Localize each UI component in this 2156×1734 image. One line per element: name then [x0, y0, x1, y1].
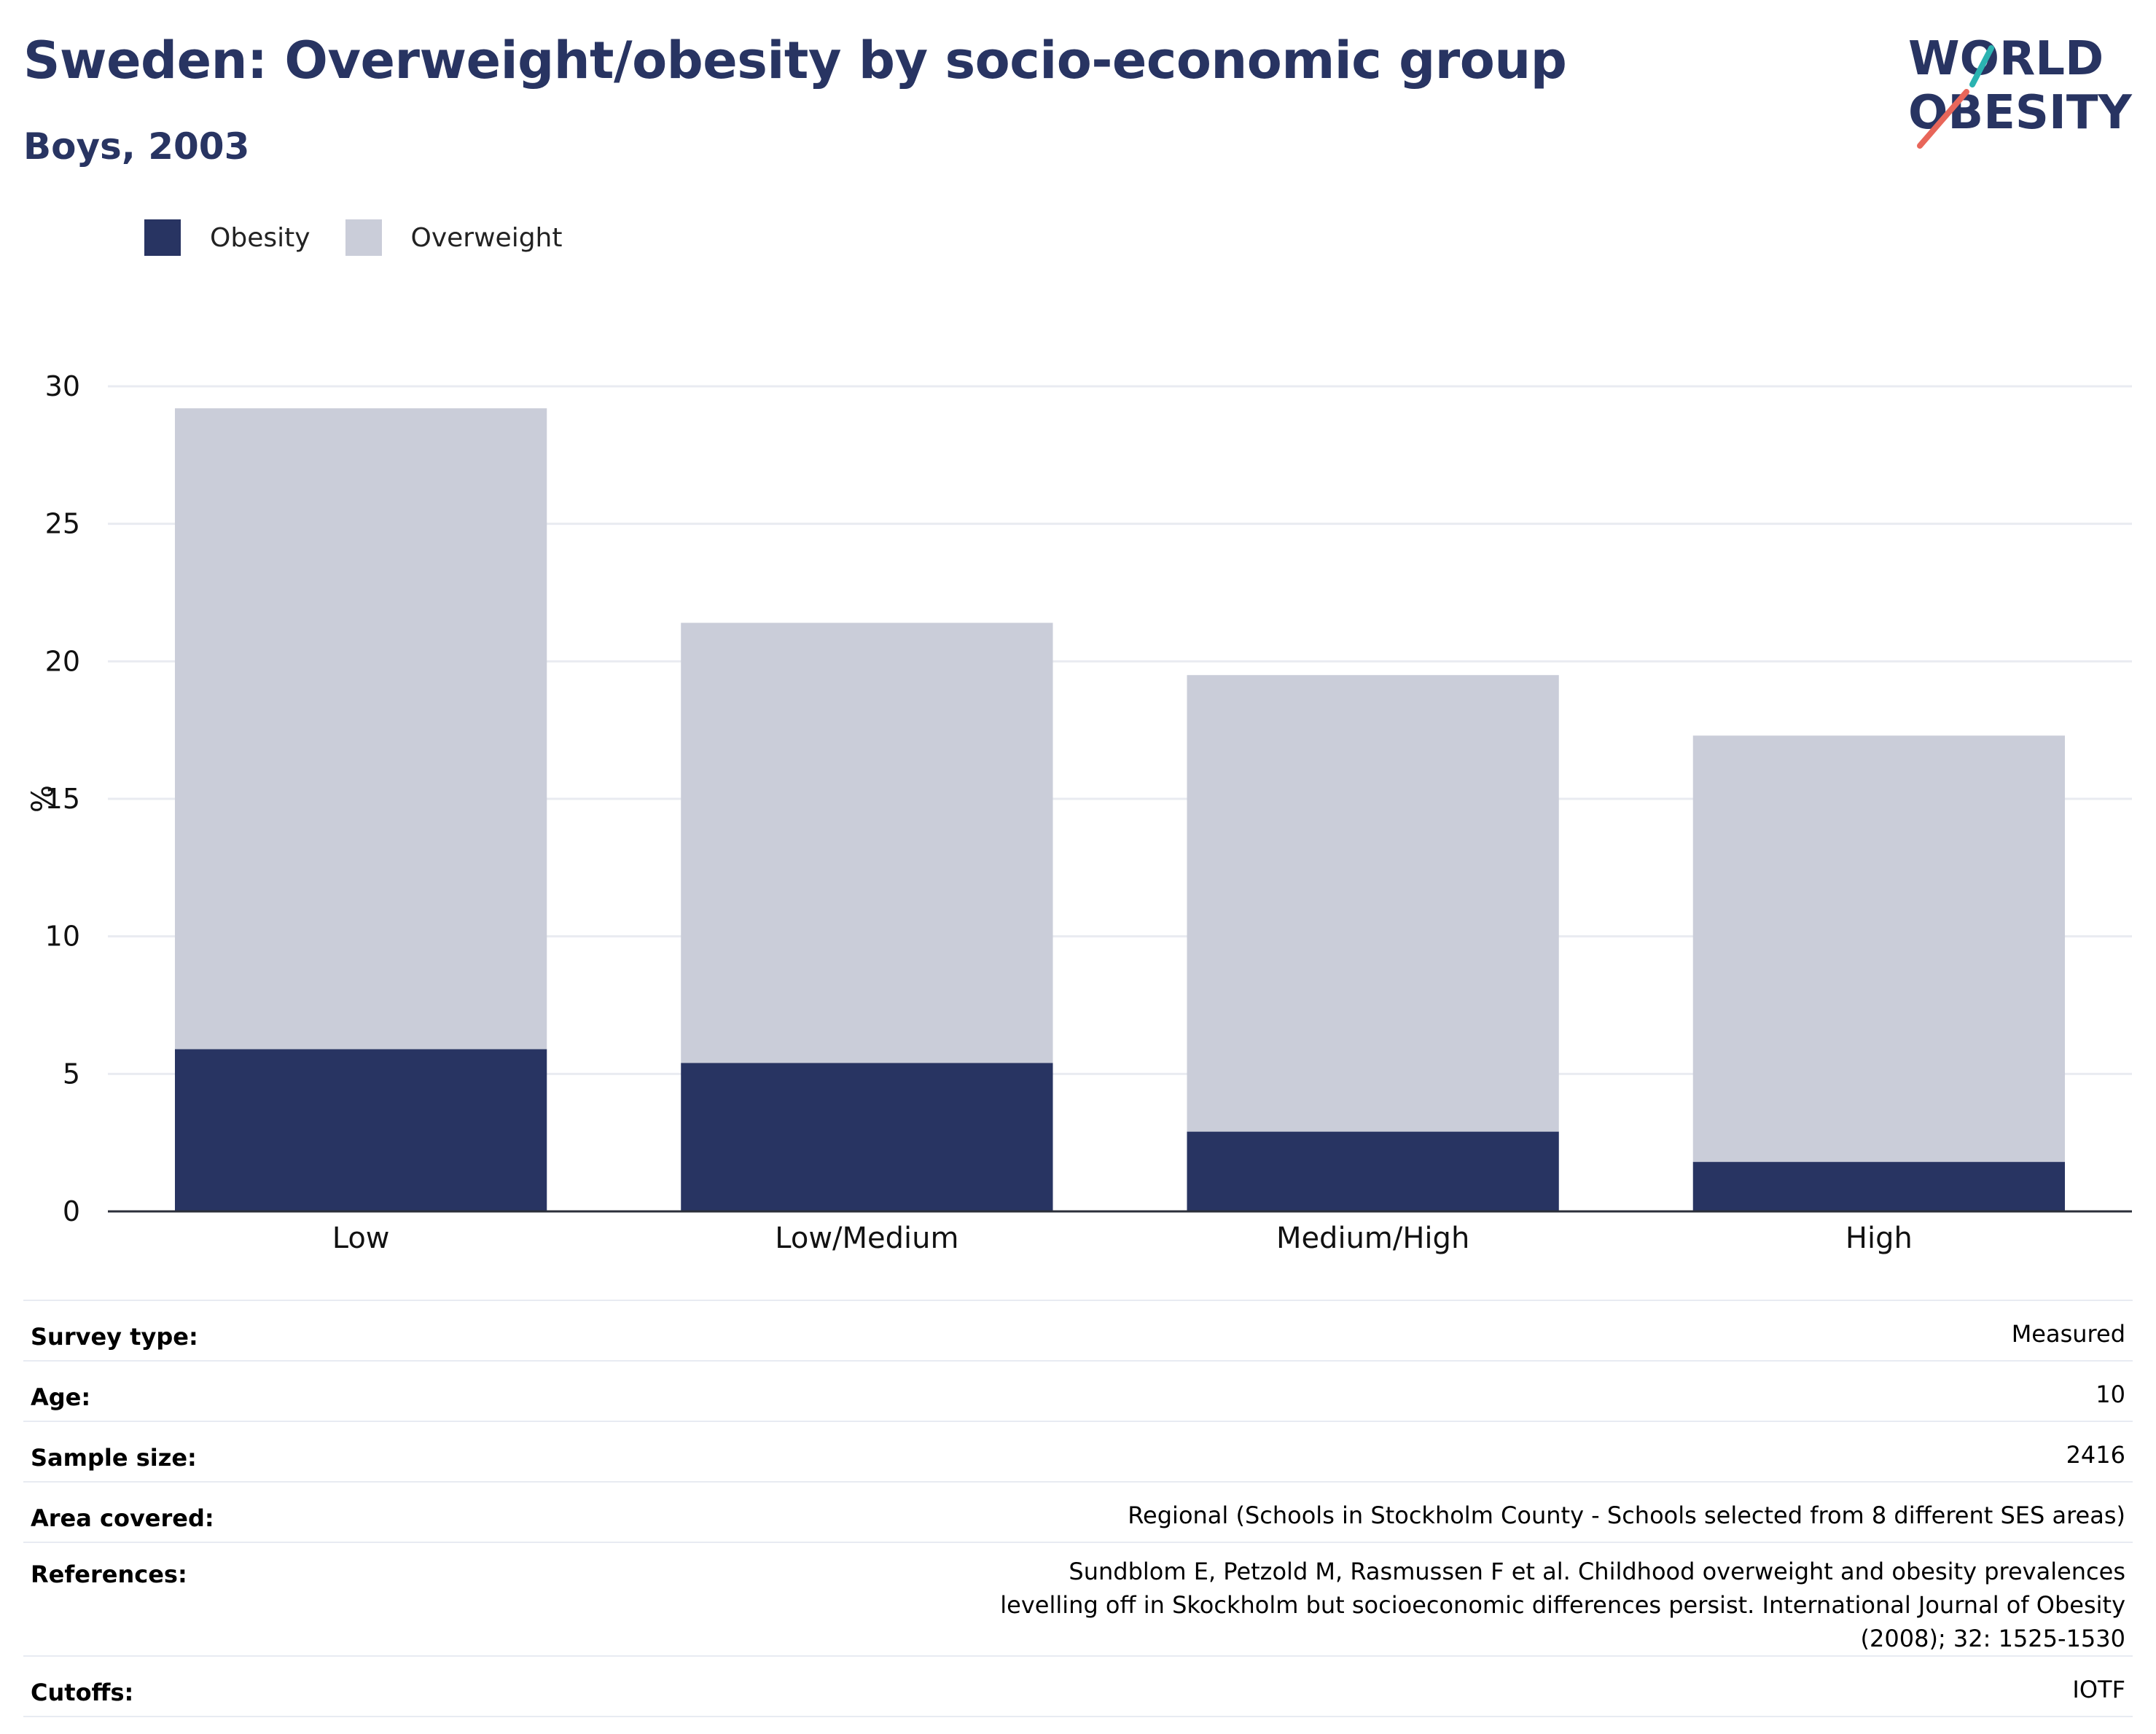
bar-overweight-low-medium[interactable]: [681, 622, 1053, 1063]
logo-slash-red: [1917, 89, 1969, 149]
bar-obesity-low[interactable]: [174, 1049, 547, 1211]
bar-obesity-medium-high[interactable]: [1187, 1131, 1559, 1211]
logo-line-world: WORLD: [1908, 32, 2104, 86]
info-row-cutoffs: Cutoffs: IOTF: [23, 1655, 2133, 1717]
x-tick-label: High: [1846, 1222, 1913, 1255]
world-obesity-logo: WORLD OBESITY: [1908, 32, 2132, 149]
info-value-cutoffs: IOTF: [475, 1655, 2133, 1717]
info-label-sample-size: Sample size:: [23, 1421, 475, 1482]
x-tick-label: Low: [332, 1222, 390, 1255]
y-tick-label: 5: [63, 1058, 80, 1090]
survey-info-table: Survey type: Measured Age: 10 Sample siz…: [23, 1300, 2133, 1717]
stacked-bar-chart: 0 5 10 15 20 25 30% Low Low/Medium Medium/High Hig…: [26, 370, 2132, 1255]
legend-item-overweight[interactable]: Overweight: [345, 219, 563, 256]
info-row-references: References: Sundblom E, Petzold M, Rasmu…: [23, 1542, 2133, 1656]
chart-title: Sweden: Overweight/obesity by socio-econ…: [23, 31, 1567, 90]
bar-obesity-low-medium[interactable]: [681, 1063, 1053, 1211]
y-tick-label: 0: [63, 1195, 80, 1227]
legend-item-obesity[interactable]: Obesity: [144, 219, 310, 256]
legend-swatch-overweight: [345, 219, 382, 256]
y-tick-label: 20: [45, 645, 80, 677]
bar-overweight-medium-high[interactable]: [1187, 675, 1559, 1132]
y-tick-label: 30: [45, 370, 80, 402]
y-tick-label: 10: [45, 921, 80, 953]
logo-line-obesity: OBESITY: [1908, 86, 2132, 140]
info-label-age: Age:: [23, 1360, 475, 1421]
info-value-references: Sundblom E, Petzold M, Rasmussen F et al…: [475, 1542, 2133, 1656]
info-row-area-covered: Area covered: Regional (Schools in Stock…: [23, 1481, 2133, 1542]
legend-label-overweight: Overweight: [410, 222, 563, 253]
info-label-survey-type: Survey type:: [23, 1300, 475, 1361]
bar-overweight-high[interactable]: [1692, 735, 2066, 1163]
logo-slash-teal: [1969, 45, 1994, 87]
info-row-sample-size: Sample size: 2416: [23, 1421, 2133, 1482]
y-tick-label: 15: [45, 783, 80, 815]
info-label-cutoffs: Cutoffs:: [23, 1655, 475, 1717]
x-tick-label: Medium/High: [1276, 1222, 1469, 1255]
info-value-area-covered: Regional (Schools in Stockholm County - …: [475, 1481, 2133, 1542]
bar-obesity-high[interactable]: [1692, 1162, 2066, 1211]
chart-legend: Obesity Overweight: [144, 216, 597, 259]
info-value-sample-size: 2416: [475, 1421, 2133, 1482]
legend-label-obesity: Obesity: [210, 222, 310, 253]
info-value-age: 10: [475, 1360, 2133, 1421]
info-value-survey-type: Measured: [475, 1300, 2133, 1361]
info-row-survey-type: Survey type: Measured: [23, 1300, 2133, 1361]
info-label-references: References:: [23, 1542, 475, 1656]
x-tick-label: Low/Medium: [775, 1222, 958, 1255]
y-tick-label: 25: [45, 508, 80, 540]
y-axis-label: %: [26, 785, 60, 813]
info-row-age: Age: 10: [23, 1360, 2133, 1421]
bar-overweight-low[interactable]: [174, 408, 547, 1050]
legend-swatch-obesity: [144, 219, 181, 256]
info-label-area-covered: Area covered:: [23, 1481, 475, 1542]
chart-subtitle: Boys, 2003: [23, 125, 250, 168]
